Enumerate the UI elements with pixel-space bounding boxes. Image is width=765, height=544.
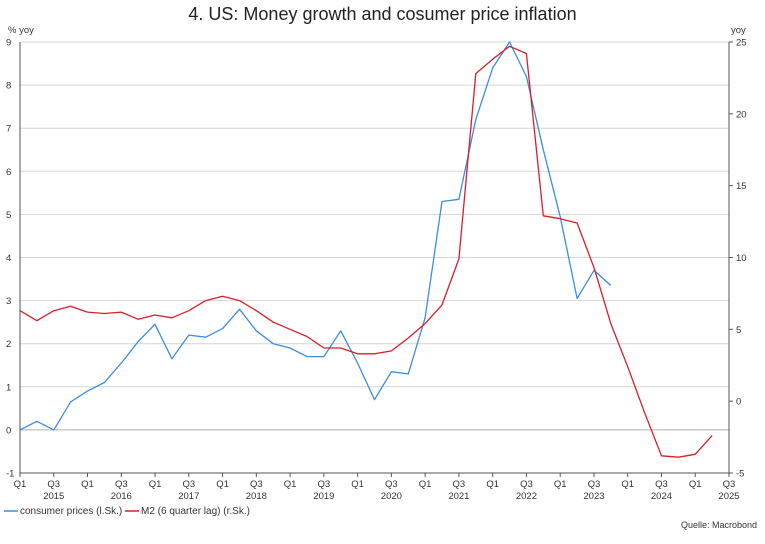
x-year-label: 2020 (381, 491, 402, 502)
x-quarter-label: Q1 (486, 479, 499, 490)
legend-label-consumer-prices: consumer prices (l.Sk.) (20, 506, 122, 517)
left-tick-label: 7 (6, 124, 11, 135)
left-tick-label: 3 (6, 296, 11, 307)
gridlines (20, 41, 729, 474)
x-quarter-label: Q3 (453, 479, 466, 490)
x-quarter-label: Q3 (520, 479, 533, 490)
x-quarter-label: Q3 (723, 479, 736, 490)
x-year-label: 2024 (651, 491, 672, 502)
x-year-label: 2015 (43, 491, 64, 502)
right-tick-label: 10 (736, 253, 747, 264)
x-quarter-label: Q3 (47, 479, 60, 490)
axis-labels: % yoy yoy (8, 25, 746, 36)
right-tick-label: 5 (736, 325, 741, 336)
right-tick-label: 25 (736, 38, 747, 49)
right-axis-label: yoy (731, 25, 746, 36)
right-tick-label: 0 (736, 397, 741, 408)
x-year-label: 2025 (718, 491, 739, 502)
right-tick-label: 15 (736, 181, 747, 192)
chart-title: 4. US: Money growth and cosumer price in… (188, 4, 577, 24)
left-tick-label: 6 (6, 167, 11, 178)
x-year-label: 2017 (178, 491, 199, 502)
x-quarter-label: Q3 (318, 479, 331, 490)
x-quarter-label: Q3 (385, 479, 398, 490)
right-tick-label: -5 (736, 469, 744, 480)
x-quarter-label: Q1 (351, 479, 364, 490)
x-year-label: 2018 (246, 491, 267, 502)
left-tick-label: 4 (6, 253, 11, 264)
x-year-label: 2016 (111, 491, 132, 502)
x-year-label: 2021 (448, 491, 469, 502)
x-quarter-label: Q3 (588, 479, 601, 490)
x-quarter-label: Q1 (621, 479, 634, 490)
left-tick-label: 1 (6, 382, 11, 393)
x-quarter-label: Q1 (284, 479, 297, 490)
right-tick-label: 20 (736, 109, 747, 120)
left-tick-label: 2 (6, 339, 11, 350)
x-quarter-label: Q3 (250, 479, 263, 490)
legend: consumer prices (l.Sk.) M2 (6 quarter la… (4, 506, 250, 517)
x-quarter-label: Q1 (81, 479, 94, 490)
legend-label-m2: M2 (6 quarter lag) (r.Sk.) (141, 506, 250, 517)
series-line-consumer-prices (19, 41, 612, 431)
x-year-label: 2023 (583, 491, 604, 502)
x-quarter-label: Q1 (14, 479, 27, 490)
series-lines (19, 41, 713, 458)
x-quarter-label: Q1 (689, 479, 702, 490)
left-axis-label: % yoy (8, 25, 34, 36)
left-tick-label: 5 (6, 210, 11, 221)
x-quarter-label: Q1 (216, 479, 229, 490)
x-year-label: 2019 (313, 491, 334, 502)
left-tick-label: 8 (6, 81, 11, 92)
x-year-label: 2022 (516, 491, 537, 502)
source-note: Quelle: Macrobond (681, 520, 757, 530)
left-tick-label: -1 (6, 469, 14, 480)
x-quarter-label: Q3 (655, 479, 668, 490)
x-quarter-label: Q3 (182, 479, 195, 490)
x-quarter-label: Q1 (554, 479, 567, 490)
left-tick-label: 9 (6, 38, 11, 49)
x-quarter-label: Q3 (115, 479, 128, 490)
x-quarter-label: Q1 (419, 479, 432, 490)
x-quarter-label: Q1 (149, 479, 162, 490)
left-tick-label: 0 (6, 425, 11, 436)
series-line-m2 (19, 45, 713, 458)
